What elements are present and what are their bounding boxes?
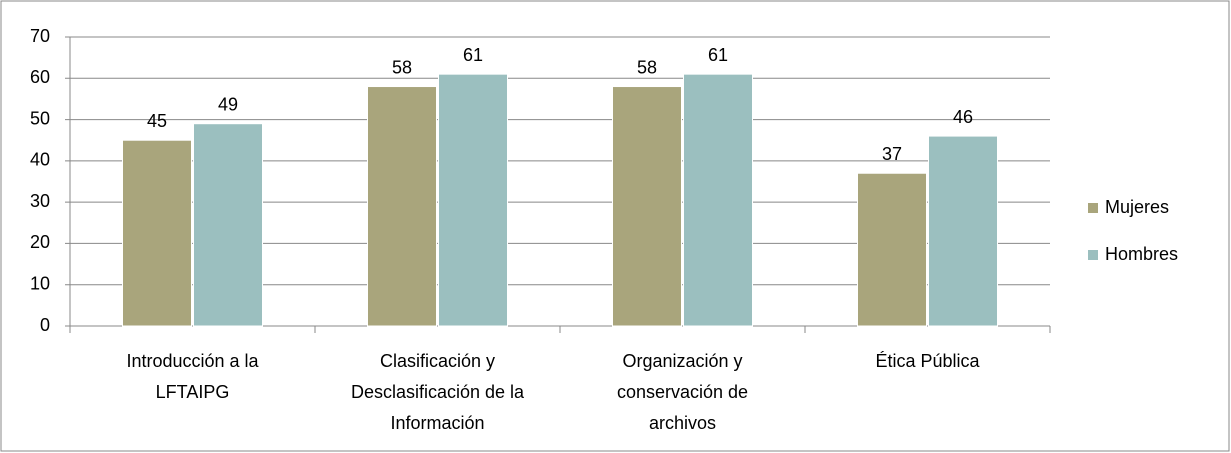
bar <box>928 135 998 327</box>
value-label: 49 <box>218 94 238 114</box>
y-tick-label: 50 <box>30 108 50 128</box>
value-label: 58 <box>392 57 412 77</box>
bar <box>438 73 508 327</box>
legend-swatch <box>1088 250 1098 260</box>
legend-label: Mujeres <box>1105 197 1169 217</box>
bar <box>122 139 192 327</box>
x-tick-label: Ética Pública <box>875 351 980 371</box>
x-tick-label: Introducción a la LFTAIPG <box>126 351 259 402</box>
value-label: 61 <box>708 45 728 65</box>
value-label: 61 <box>463 45 483 65</box>
y-tick-label: 30 <box>30 191 50 211</box>
x-tick-label: Organización y conservación de archivos <box>617 351 748 433</box>
y-tick-label: 0 <box>40 315 50 335</box>
bar <box>367 86 437 327</box>
y-tick-label: 10 <box>30 273 50 293</box>
y-tick-label: 60 <box>30 67 50 87</box>
legend-swatch <box>1088 203 1098 213</box>
x-tick-label: Clasificación y Desclasificación de la Inf… <box>351 351 525 433</box>
y-tick-label: 40 <box>30 150 50 170</box>
bar <box>683 73 753 327</box>
y-tick-label: 20 <box>30 232 50 252</box>
bar <box>857 172 927 327</box>
bar <box>612 86 682 327</box>
value-label: 45 <box>147 111 167 131</box>
legend-label: Hombres <box>1105 244 1178 264</box>
value-label: 37 <box>882 144 902 164</box>
value-label: 58 <box>637 57 657 77</box>
bar <box>193 123 263 327</box>
y-tick-label: 70 <box>30 26 50 46</box>
value-label: 46 <box>953 107 973 127</box>
